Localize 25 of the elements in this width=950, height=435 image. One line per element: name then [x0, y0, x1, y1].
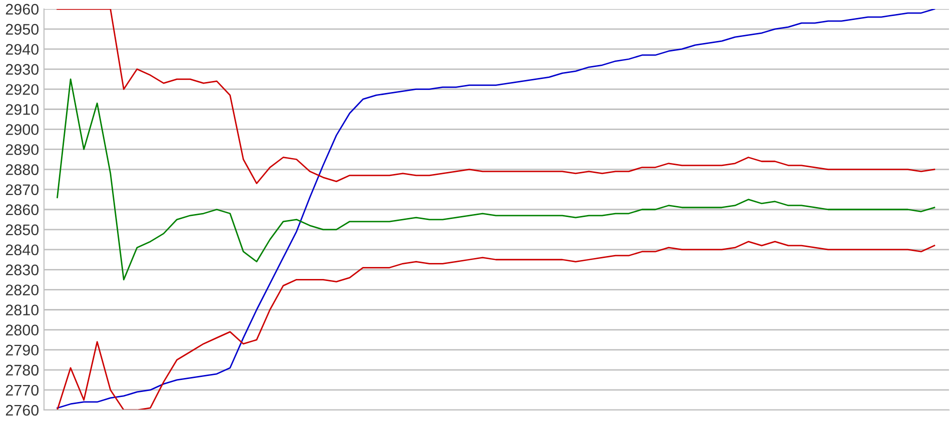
y-tick-label: 2870	[6, 184, 39, 196]
line-series	[56, 9, 936, 409]
y-tick-label: 2770	[6, 384, 39, 396]
y-tick-label: 2930	[6, 64, 39, 75]
y-tick-label: 2860	[6, 204, 39, 216]
line-series	[56, 240, 936, 410]
y-tick-label: 2820	[6, 284, 39, 296]
y-tick-label: 2830	[6, 264, 39, 276]
y-tick-label: 2880	[6, 164, 39, 176]
y-tick-label: 2840	[6, 244, 39, 256]
y-tick-label: 2760	[6, 404, 39, 416]
y-tick-label: 2920	[6, 84, 39, 95]
line-series	[56, 9, 936, 184]
y-tick-label: 2950	[6, 24, 39, 35]
y-tick-label: 2890	[6, 144, 39, 156]
y-tick-label: 2960	[6, 4, 39, 15]
y-tick-label: 2810	[6, 304, 39, 316]
y-tick-label: 2850	[6, 224, 39, 236]
y-tick-label: 2900	[6, 124, 39, 135]
y-tick-label: 2910	[6, 104, 39, 115]
line-series	[56, 78, 936, 280]
y-tick-label: 2790	[6, 344, 39, 356]
y-tick-label: 2780	[6, 364, 39, 376]
y-tick-label: 2940	[6, 44, 39, 55]
y-tick-label: 2800	[6, 324, 39, 336]
